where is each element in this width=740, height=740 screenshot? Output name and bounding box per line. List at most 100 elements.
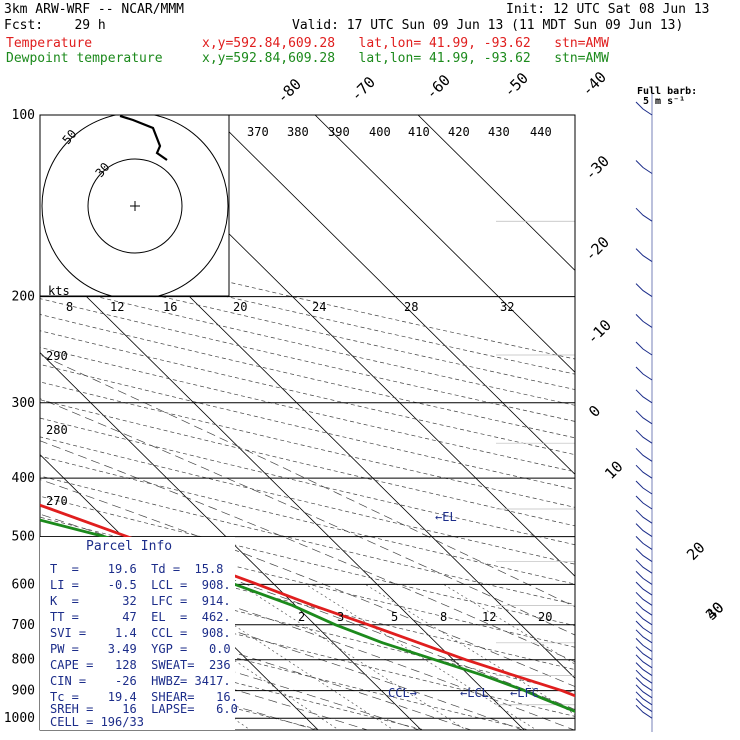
isotherm-line bbox=[314, 115, 575, 373]
wind-barb bbox=[635, 480, 653, 495]
hodograph-speed-label: 20 bbox=[233, 300, 247, 314]
hodograph-ring-inner bbox=[87, 158, 183, 254]
wind-barb bbox=[635, 669, 653, 684]
isotherm-label: 0 bbox=[585, 402, 604, 421]
parcel-info-row: CELL = 196/33 bbox=[50, 715, 144, 729]
parcel-info-row: TT = 47 EL = 462. bbox=[50, 610, 231, 624]
header-init: Init: 12 UTC Sat 08 Jun 13 bbox=[506, 2, 710, 17]
mixing-ratio-label: 12 bbox=[482, 610, 496, 624]
moist-adiabat bbox=[40, 398, 575, 636]
wind-barb bbox=[635, 341, 653, 356]
wind-barb bbox=[635, 581, 653, 596]
isotherm-line bbox=[40, 250, 525, 730]
mixing-ratio-label: 3 bbox=[337, 610, 344, 624]
plot-border bbox=[39, 114, 576, 731]
wind-barb bbox=[635, 691, 653, 706]
theta-e-label: 400 bbox=[369, 125, 391, 139]
wind-barb bbox=[635, 509, 653, 524]
pressure-tick-label: 700 bbox=[12, 618, 35, 633]
lfc-marker: ←LFC bbox=[510, 686, 539, 700]
isotherm-label: -50 bbox=[500, 69, 532, 101]
pressure-tick-label: 200 bbox=[12, 290, 35, 305]
wind-barb bbox=[635, 314, 653, 328]
wind-legend-unit: 5 m s⁻¹ bbox=[643, 96, 685, 107]
parcel-info-panel: Parcel Info T = 19.6 Td = 15.8 LI = -0.5… bbox=[40, 537, 238, 730]
header-forecast-hour: Fcst: 29 h bbox=[4, 18, 106, 33]
wind-barb bbox=[635, 101, 653, 116]
mixing-ratio-line bbox=[305, 584, 538, 730]
isotherm-label: -60 bbox=[422, 71, 454, 103]
lcl-marker: ←LCL bbox=[460, 686, 489, 700]
wind-barb bbox=[635, 207, 653, 222]
isotherm-label: -80 bbox=[273, 75, 305, 107]
wind-barb bbox=[635, 410, 653, 425]
temperature-station-info: x,y=592.84,609.28 lat,lon= 41.99, -93.62… bbox=[202, 36, 609, 51]
wind-barb bbox=[635, 591, 653, 606]
moist-adiabat bbox=[40, 440, 575, 663]
dry-adiabat bbox=[40, 330, 575, 456]
wind-barb bbox=[635, 447, 653, 462]
wind-barb bbox=[635, 662, 653, 677]
isotherm-line bbox=[40, 351, 422, 730]
pressure-tick-label: 900 bbox=[12, 684, 35, 699]
theta-e-label: 440 bbox=[530, 125, 552, 139]
isotherm-line bbox=[211, 115, 575, 475]
isotherm-label: -20 bbox=[581, 233, 613, 265]
wind-barb bbox=[635, 638, 653, 652]
moist-adiabat bbox=[40, 632, 369, 730]
isotherm-label: 10 bbox=[601, 457, 627, 483]
wind-barb bbox=[635, 677, 653, 692]
theta-e-label: 380 bbox=[287, 125, 309, 139]
isotherm-label: 40 bbox=[702, 598, 728, 624]
wind-barb bbox=[635, 646, 653, 661]
mixing-ratio-label: 8 bbox=[440, 610, 447, 624]
theta-e-label: 410 bbox=[408, 125, 430, 139]
mixing-ratio-line bbox=[239, 584, 467, 730]
pressure-tick-label: 400 bbox=[12, 471, 35, 486]
isotherm-label: -40 bbox=[578, 68, 610, 100]
wind-barb bbox=[635, 611, 653, 626]
hodograph-speed-label: 24 bbox=[312, 300, 326, 314]
dewpoint-station-info: x,y=592.84,609.28 lat,lon= 41.99, -93.62… bbox=[202, 51, 609, 66]
wind-barb bbox=[635, 283, 653, 298]
wind-barb bbox=[635, 523, 653, 538]
pressure-tick-label: 300 bbox=[12, 396, 35, 411]
pressure-tick-label: 600 bbox=[12, 577, 35, 592]
ccl-marker: CCL→ bbox=[388, 686, 417, 700]
theta-e-label: 390 bbox=[328, 125, 350, 139]
el-marker: ←EL bbox=[435, 510, 457, 524]
parcel-info-row: LI = -0.5 LCL = 908. bbox=[50, 578, 231, 592]
dry-adiabat bbox=[40, 252, 575, 375]
isotherm-line bbox=[0, 115, 10, 731]
mixing-ratio-label: 20 bbox=[538, 610, 552, 624]
pressure-tick-label: 100 bbox=[12, 108, 35, 123]
pressure-tick-label: 800 bbox=[12, 653, 35, 668]
wind-barb bbox=[635, 464, 653, 479]
hodograph-unit-label: kts bbox=[48, 284, 70, 298]
pressure-tick-label: 1000 bbox=[4, 711, 35, 726]
isotherm-line bbox=[417, 115, 575, 271]
parcel-info-row: K = 32 LFC = 914. bbox=[50, 594, 231, 608]
wind-barb bbox=[635, 536, 653, 550]
moist-adiabat bbox=[40, 479, 575, 687]
moist-adiabat bbox=[40, 354, 575, 608]
parcel-info-row: CIN = -26 HWBZ= 3417. bbox=[50, 674, 231, 688]
wind-barb bbox=[635, 684, 653, 699]
wind-barb bbox=[635, 629, 653, 644]
mixing-ratio-line bbox=[443, 584, 575, 665]
isotherm-label: -30 bbox=[581, 152, 613, 184]
hodograph-speed-label: 32 bbox=[500, 300, 514, 314]
theta-e-label: 420 bbox=[448, 125, 470, 139]
theta-e-label: 430 bbox=[488, 125, 510, 139]
header-valid-time: Valid: 17 UTC Sun 09 Jun 13 (11 MDT Sun … bbox=[292, 18, 684, 33]
parcel-info-row: SVI = 1.4 CCL = 908. bbox=[50, 626, 231, 640]
isotherm-label: -10 bbox=[583, 316, 615, 348]
dry-adiabat bbox=[40, 631, 427, 730]
hodograph-speed-label: 16 bbox=[163, 300, 177, 314]
hodograph-speed-label: 8 bbox=[66, 300, 73, 314]
hodograph-speed-label: 28 bbox=[404, 300, 418, 314]
wind-barb bbox=[635, 620, 653, 635]
wind-barb bbox=[635, 601, 653, 616]
